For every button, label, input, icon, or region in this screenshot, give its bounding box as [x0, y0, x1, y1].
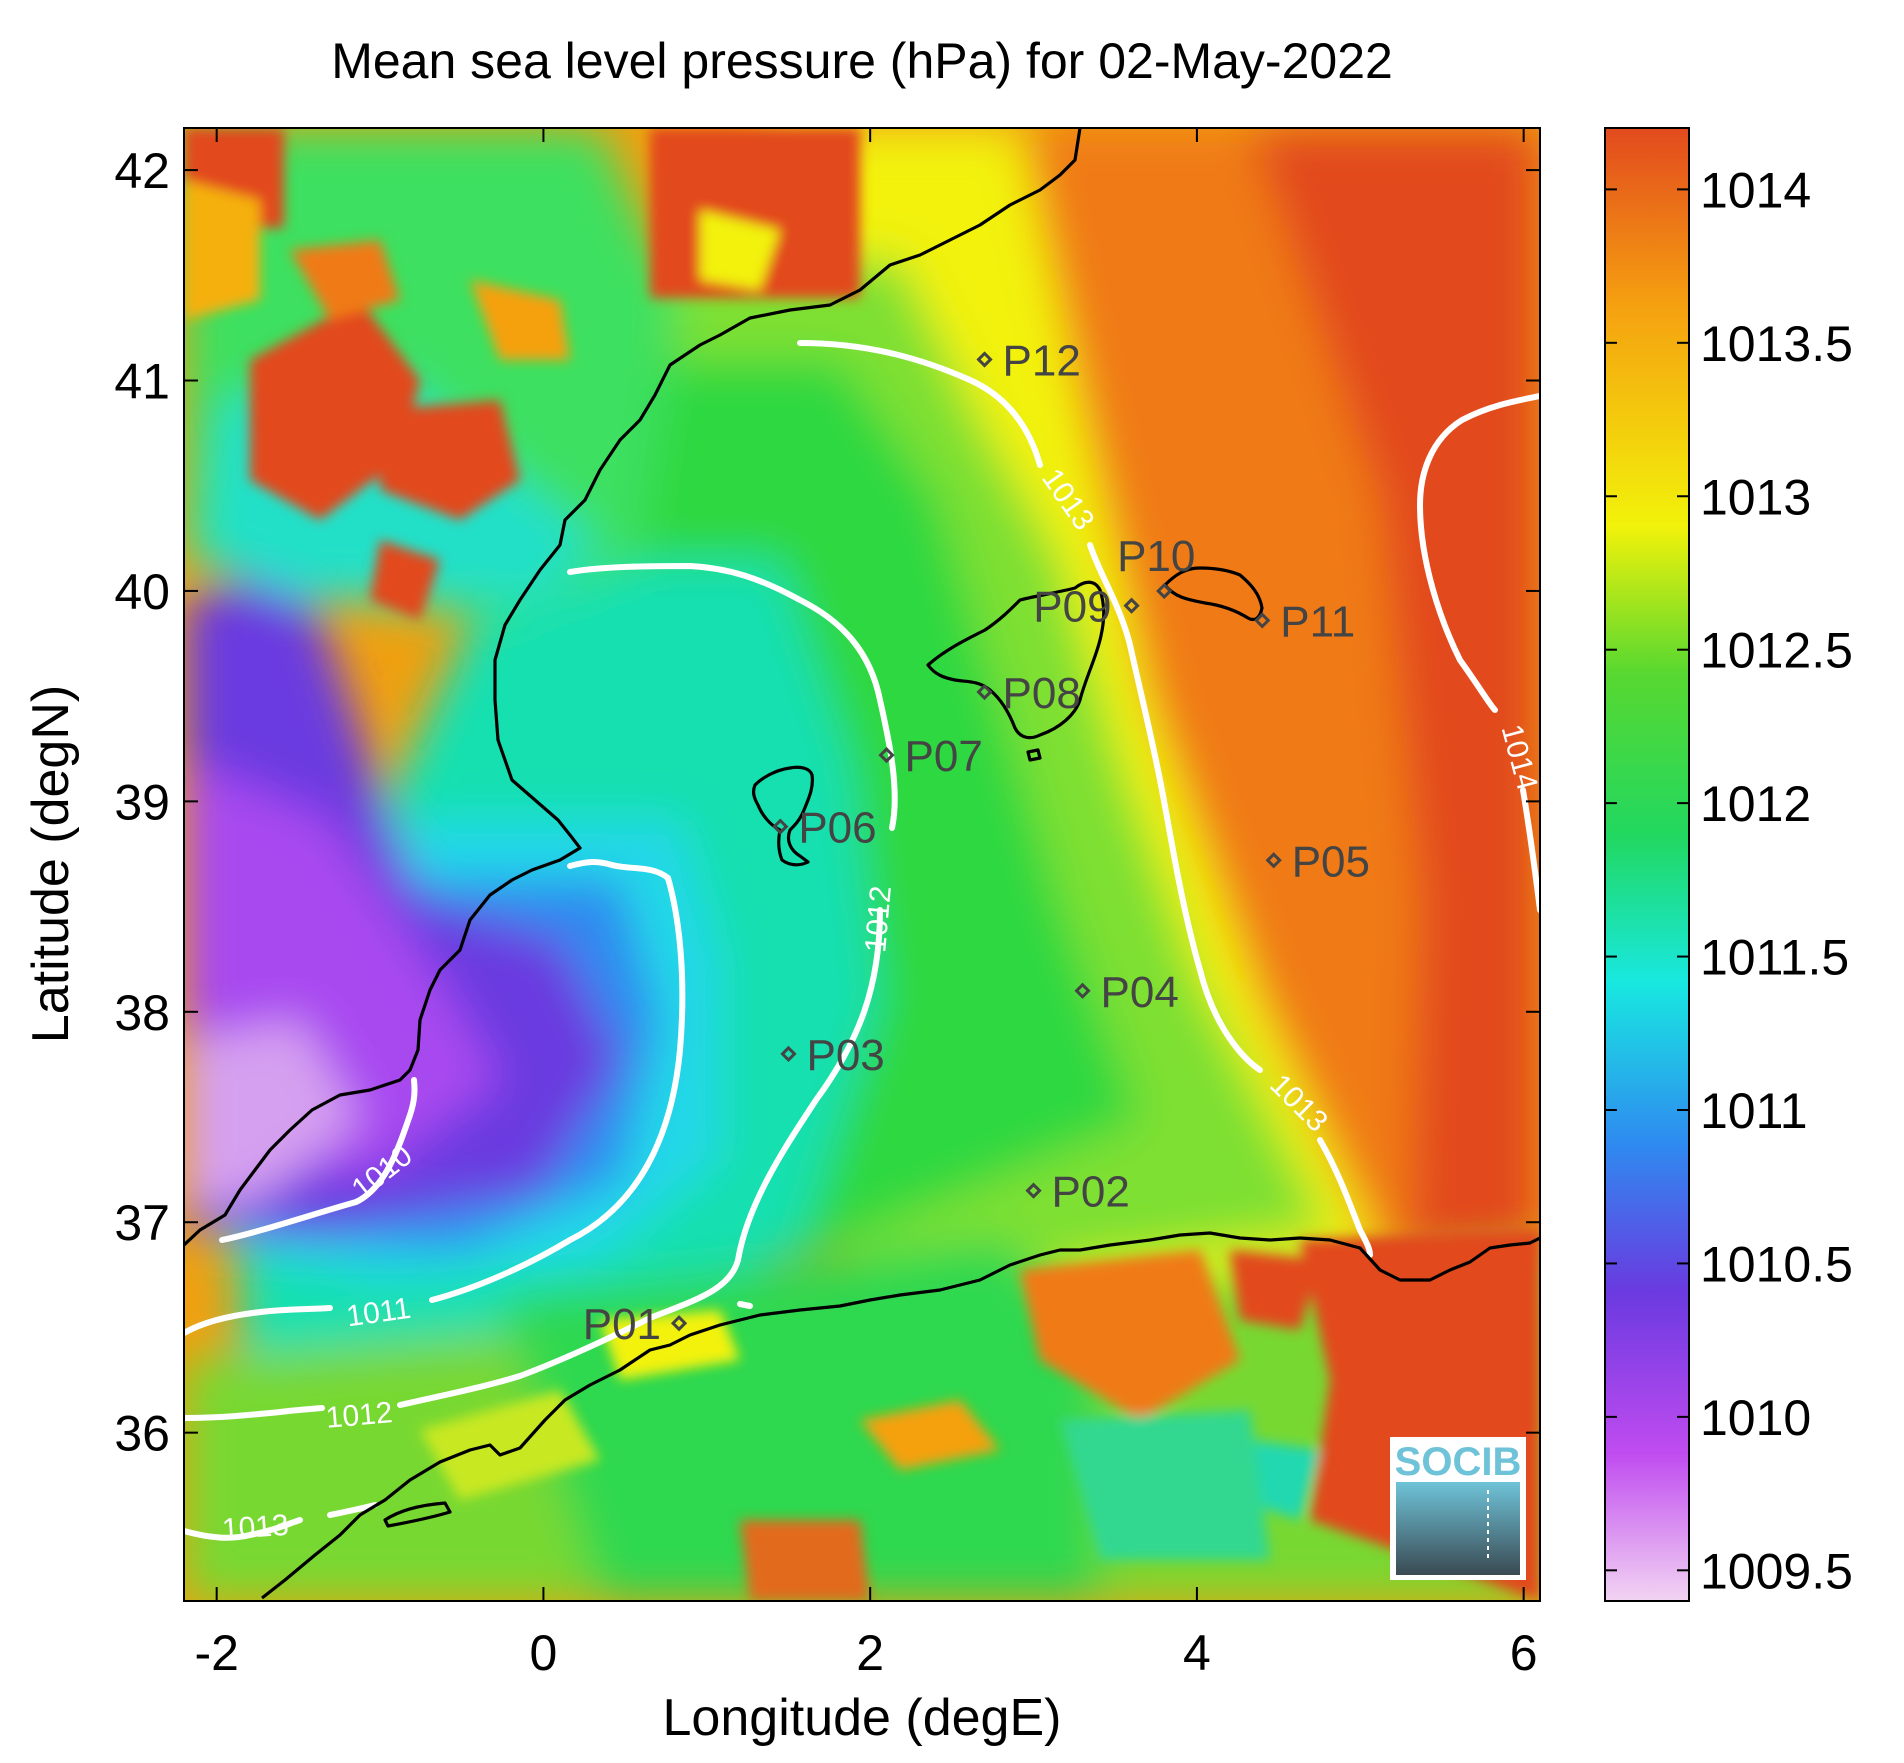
y-tick-label: 41: [114, 354, 170, 410]
colorbar-tick-label: 1011: [1700, 1083, 1808, 1139]
station-marker: [878, 746, 895, 764]
station-marker: [976, 683, 993, 701]
station-marker: [780, 1045, 797, 1063]
plot-frame: [183, 127, 1541, 1602]
colorbar-tick-label: 1012: [1700, 776, 1811, 832]
y-tick-label: 39: [114, 774, 170, 830]
y-axis-label: Latitude (degN): [22, 685, 80, 1043]
station-label: P04: [1101, 968, 1179, 1017]
station-marker: [1156, 582, 1173, 600]
coastlines: [184, 128, 1540, 1600]
coast-iberia-east: [184, 128, 1082, 1247]
contour-1013-main: [797, 340, 1373, 1258]
y-tick-label: 37: [114, 1195, 170, 1251]
contour-label: 1012: [859, 884, 898, 953]
contour-1014: [1417, 393, 1540, 913]
colorbar: 1009.5 1010 1010.5 1011 1011.5 1012 1012.5 1013…: [1604, 127, 1853, 1602]
station-label: P08: [1003, 669, 1081, 718]
chart-title: Mean sea level pressure (hPa) for 02-May…: [331, 33, 1393, 89]
x-tick-label: -2: [194, 1625, 238, 1681]
x-axis: -2 0 2 4 6: [194, 128, 1538, 1681]
colorbar-tick-label: 1013: [1700, 469, 1811, 525]
y-tick-label: 36: [114, 1406, 170, 1462]
x-axis-label: Longitude (degE): [663, 1689, 1062, 1747]
station-marker: [1123, 597, 1140, 614]
station-label: P10: [1117, 532, 1195, 581]
contour-1012: [184, 563, 898, 1421]
station-marker: [1265, 852, 1282, 869]
contour-1010: [219, 1077, 418, 1243]
x-tick-label: 4: [1183, 1625, 1211, 1681]
coast-menorca: [1163, 566, 1264, 622]
contour-1011: [184, 859, 686, 1336]
colorbar-tick-label: 1011.5: [1700, 930, 1849, 986]
colorbar-gradient: [1604, 127, 1690, 1602]
colorbar-tick-label: 1014: [1700, 162, 1811, 218]
socib-logo: SOCIB: [1390, 1437, 1526, 1580]
x-tick-label: 6: [1510, 1625, 1538, 1681]
x-tick-label: 0: [530, 1625, 558, 1681]
station-label: P01: [583, 1300, 661, 1349]
station-label: P02: [1052, 1168, 1130, 1217]
station-marker: [1025, 1182, 1042, 1199]
station-label: P12: [1003, 336, 1081, 385]
colorbar-ticks: 1009.5 1010 1010.5 1011 1011.5 1012 1012.5 1013…: [1605, 162, 1853, 1599]
coast-africa-island: [383, 1501, 452, 1528]
station-marker: [1254, 612, 1271, 629]
colorbar-tick-label: 1012.5: [1700, 623, 1853, 679]
station-label: P05: [1292, 837, 1370, 886]
station-label: P07: [905, 732, 983, 781]
colorbar-tick-label: 1010: [1700, 1390, 1811, 1446]
colorbar-tick-label: 1009.5: [1700, 1543, 1853, 1599]
coast-ibiza: [751, 765, 814, 867]
y-tick-label: 40: [114, 564, 170, 620]
station-marker: [976, 351, 993, 368]
contour-1013-west: [184, 1502, 378, 1541]
y-tick-label: 42: [114, 143, 170, 199]
coast-africa: [261, 1231, 1540, 1600]
contour-lines: [184, 340, 1540, 1541]
y-axis: 36 37 38 39 40 41 42: [114, 143, 1540, 1462]
colorbar-tick-label: 1010.5: [1700, 1236, 1853, 1292]
station-label: P06: [798, 804, 876, 853]
station-label: P11: [1280, 597, 1355, 646]
station-label: P03: [806, 1031, 884, 1080]
station-marker: [772, 818, 789, 835]
y-tick-label: 38: [114, 985, 170, 1041]
socib-logo-text: SOCIB: [1395, 1440, 1522, 1484]
x-tick-label: 2: [856, 1625, 884, 1681]
coast-formentera: [1026, 748, 1042, 762]
colorbar-tick-label: 1013.5: [1700, 316, 1853, 372]
station-marker: [1074, 982, 1091, 999]
station-label: P09: [1033, 583, 1111, 632]
contour-label: 1012: [324, 1396, 393, 1435]
station-marker: [670, 1315, 688, 1332]
contour-label: 1013: [221, 1509, 290, 1547]
